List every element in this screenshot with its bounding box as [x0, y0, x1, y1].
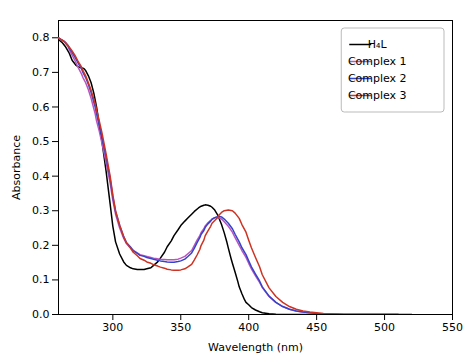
svg-text:0.0: 0.0 [32, 308, 50, 321]
svg-text:Absorbance: Absorbance [10, 135, 23, 200]
svg-text:550: 550 [442, 321, 463, 334]
svg-text:0.3: 0.3 [32, 204, 50, 217]
svg-text:0.2: 0.2 [32, 239, 50, 252]
svg-text:Wavelength (nm): Wavelength (nm) [208, 341, 303, 354]
svg-text:H₄L: H₄L [368, 38, 388, 51]
svg-text:0.1: 0.1 [32, 273, 50, 286]
svg-text:Complex 1: Complex 1 [348, 55, 407, 68]
svg-text:0.4: 0.4 [32, 170, 50, 183]
svg-text:500: 500 [374, 321, 395, 334]
svg-text:0.7: 0.7 [32, 66, 50, 79]
svg-text:350: 350 [170, 321, 191, 334]
svg-text:300: 300 [102, 321, 123, 334]
svg-text:0.6: 0.6 [32, 100, 50, 113]
svg-text:450: 450 [306, 321, 327, 334]
svg-text:0.5: 0.5 [32, 135, 50, 148]
svg-text:0.8: 0.8 [32, 31, 50, 44]
svg-text:Complex 2: Complex 2 [348, 72, 407, 85]
svg-text:400: 400 [238, 321, 259, 334]
svg-text:Complex 3: Complex 3 [348, 89, 407, 102]
